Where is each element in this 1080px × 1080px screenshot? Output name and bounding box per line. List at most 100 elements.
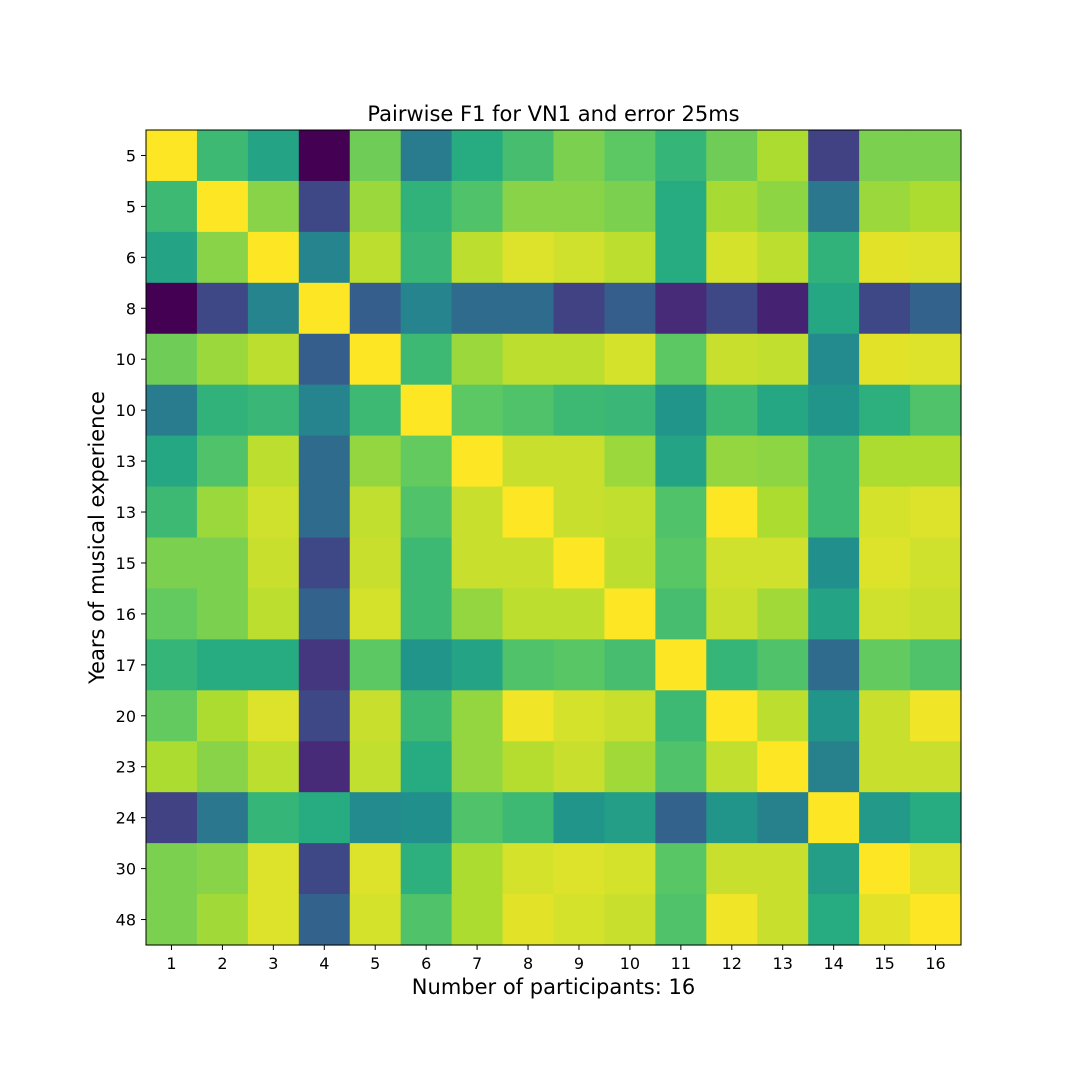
heatmap-cell bbox=[298, 894, 351, 946]
heatmap-cell bbox=[553, 537, 606, 590]
heatmap-cell bbox=[502, 792, 555, 844]
heatmap-cell bbox=[196, 231, 249, 284]
heatmap-cell bbox=[196, 792, 249, 844]
heatmap-cell bbox=[655, 588, 707, 640]
heatmap-cell bbox=[349, 384, 402, 437]
heatmap-cell bbox=[502, 333, 555, 386]
heatmap-cell bbox=[655, 894, 707, 946]
heatmap-cell bbox=[655, 792, 707, 844]
x-tick-label: 2 bbox=[217, 954, 227, 973]
heatmap-cell bbox=[502, 231, 555, 284]
heatmap-cell bbox=[706, 588, 758, 640]
heatmap-cell bbox=[247, 486, 300, 539]
heatmap-cell bbox=[757, 180, 809, 233]
heatmap-cell bbox=[655, 384, 707, 437]
heatmap-cell bbox=[349, 231, 402, 284]
x-tick-label: 14 bbox=[823, 954, 843, 973]
heatmap-cell bbox=[604, 588, 656, 640]
x-tick-label: 4 bbox=[319, 954, 329, 973]
heatmap-cell bbox=[451, 231, 504, 284]
x-tick-label: 10 bbox=[620, 954, 640, 973]
heatmap-cell bbox=[196, 894, 249, 946]
heatmap-cell bbox=[349, 639, 402, 691]
heatmap-cell bbox=[451, 588, 504, 640]
heatmap-cell bbox=[298, 130, 351, 182]
heatmap-cell bbox=[757, 537, 809, 590]
heatmap-cell bbox=[859, 231, 911, 284]
heatmap-cell bbox=[808, 333, 860, 386]
heatmap-cell bbox=[247, 894, 300, 946]
heatmap-cell bbox=[706, 180, 758, 233]
heatmap-cell bbox=[400, 741, 453, 793]
heatmap-cell bbox=[859, 333, 911, 386]
heatmap-cell bbox=[706, 282, 758, 335]
heatmap-cell bbox=[553, 792, 606, 844]
heatmap-cell bbox=[400, 282, 453, 335]
heatmap-cell bbox=[146, 792, 198, 844]
heatmap-cell bbox=[655, 486, 707, 539]
heatmap-cell bbox=[451, 639, 504, 691]
heatmap-cell bbox=[349, 486, 402, 539]
heatmap-cell bbox=[859, 792, 911, 844]
heatmap-cell bbox=[757, 639, 809, 691]
heatmap-cell bbox=[349, 333, 402, 386]
chart-title: Pairwise F1 for VN1 and error 25ms bbox=[367, 102, 739, 126]
y-tick-label: 10 bbox=[116, 350, 136, 369]
heatmap-cell bbox=[808, 180, 860, 233]
heatmap-cell bbox=[910, 537, 962, 590]
x-tick-label: 11 bbox=[671, 954, 691, 973]
heatmap-cell bbox=[553, 282, 606, 335]
heatmap-cell bbox=[196, 486, 249, 539]
heatmap-cell bbox=[349, 588, 402, 640]
heatmap-cell bbox=[196, 843, 249, 895]
heatmap-cell bbox=[757, 333, 809, 386]
heatmap-cell bbox=[502, 384, 555, 437]
heatmap-cell bbox=[247, 588, 300, 640]
x-tick-label: 7 bbox=[472, 954, 482, 973]
heatmap-cell bbox=[910, 130, 962, 182]
heatmap-cell bbox=[400, 486, 453, 539]
heatmap-cell bbox=[706, 537, 758, 590]
heatmap-cell bbox=[196, 537, 249, 590]
heatmap-cell bbox=[553, 639, 606, 691]
heatmap-cell bbox=[247, 843, 300, 895]
heatmap-cell bbox=[910, 435, 962, 488]
heatmap-cell bbox=[655, 537, 707, 590]
heatmap-cell bbox=[146, 231, 198, 284]
heatmap-cell bbox=[553, 588, 606, 640]
heatmap-cell bbox=[604, 180, 656, 233]
heatmap-cell bbox=[757, 282, 809, 335]
heatmap-cell bbox=[349, 180, 402, 233]
heatmap-cell bbox=[400, 333, 453, 386]
heatmap-cell bbox=[910, 333, 962, 386]
heatmap-cell bbox=[808, 486, 860, 539]
y-tick-label: 20 bbox=[116, 707, 136, 726]
heatmap-cell bbox=[655, 435, 707, 488]
heatmap-cell bbox=[553, 231, 606, 284]
heatmap-cell bbox=[757, 843, 809, 895]
heatmap-cell bbox=[910, 843, 962, 895]
heatmap-cell bbox=[604, 639, 656, 691]
heatmap-cell bbox=[400, 130, 453, 182]
heatmap-cell bbox=[706, 894, 758, 946]
y-tick-label: 8 bbox=[126, 299, 136, 318]
heatmap-cell bbox=[553, 333, 606, 386]
heatmap-cell bbox=[298, 741, 351, 793]
heatmap-cell bbox=[451, 894, 504, 946]
heatmap-cell bbox=[146, 486, 198, 539]
heatmap-cell bbox=[808, 130, 860, 182]
heatmap-cell bbox=[604, 435, 656, 488]
heatmap-cell bbox=[502, 282, 555, 335]
heatmap-cell bbox=[706, 384, 758, 437]
heatmap-cell bbox=[502, 639, 555, 691]
heatmap-cell bbox=[553, 894, 606, 946]
heatmap-cell bbox=[298, 690, 351, 742]
y-tick-label: 24 bbox=[116, 809, 136, 828]
x-tick-label: 9 bbox=[574, 954, 584, 973]
y-tick-label: 48 bbox=[116, 911, 136, 930]
heatmap-cell bbox=[706, 792, 758, 844]
heatmap-cell bbox=[553, 384, 606, 437]
heatmap-cell bbox=[298, 384, 351, 437]
heatmap-cell bbox=[502, 843, 555, 895]
heatmap-cell bbox=[451, 435, 504, 488]
